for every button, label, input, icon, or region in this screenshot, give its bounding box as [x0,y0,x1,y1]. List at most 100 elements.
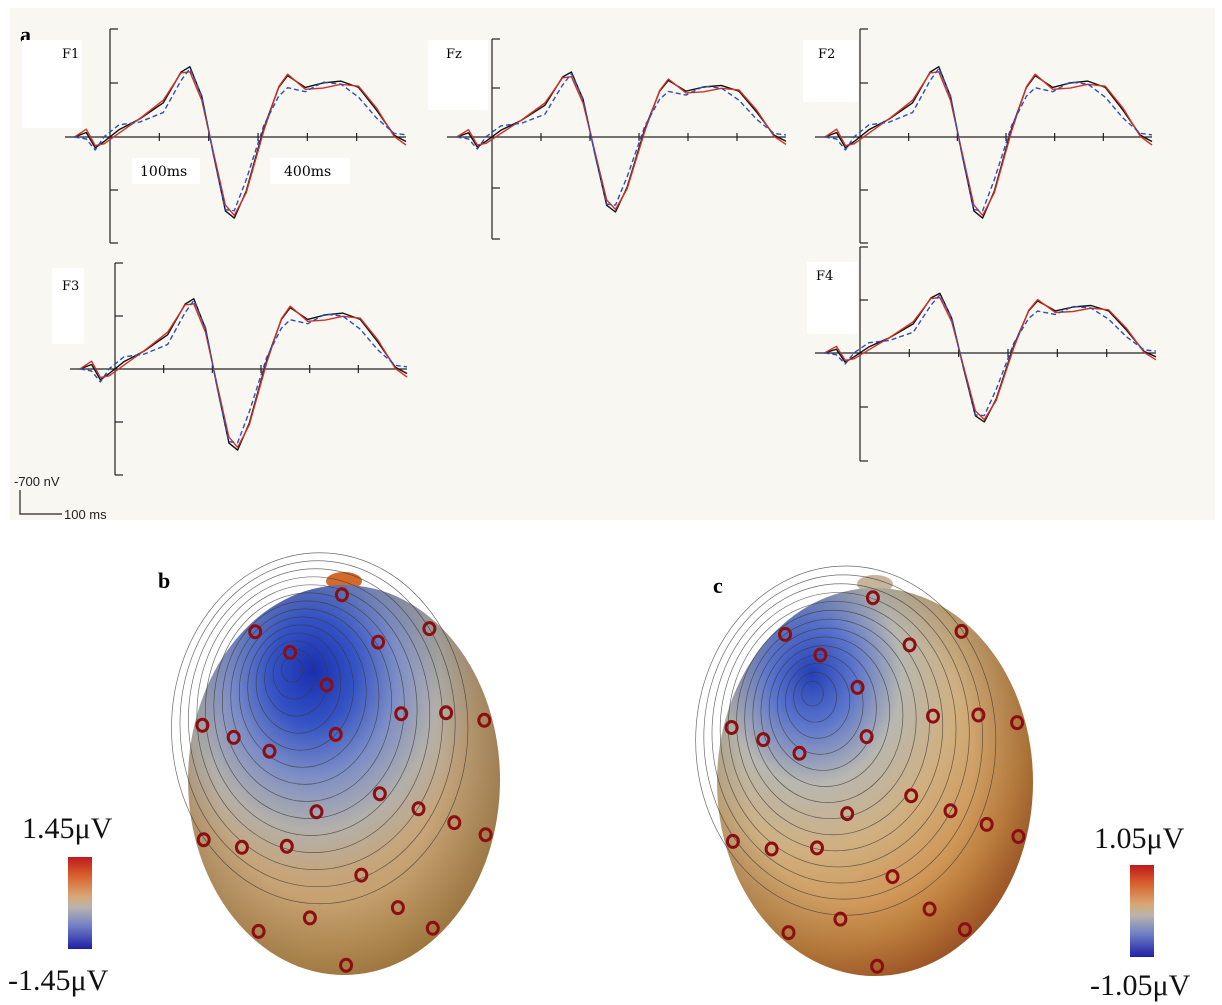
electrode-marker [833,911,848,927]
electrode-marker [971,707,986,723]
erp-panel-background [10,8,1215,520]
electrode-marker [196,832,211,848]
contour-line [719,592,957,868]
channel-label-f1: F1 [62,47,79,62]
electrode-marker [792,745,807,761]
scale-time-label: 100 ms [64,507,107,522]
electrode-marker [319,677,334,693]
electrode-marker [850,679,865,695]
time-label-400ms: 400ms [284,164,331,180]
erp-trace-red [74,71,407,216]
contour-line [171,552,469,905]
channel-label-fz: Fz [446,47,462,62]
electrode-marker [234,839,249,855]
electrode-marker [248,624,263,640]
colorbar-b [68,857,92,949]
erp-trace-red [456,76,787,211]
erp-trace-black [824,66,1153,219]
erp-trace-blue [74,67,407,212]
colorbar-c [1130,865,1154,957]
contour-line [793,671,837,723]
scale-amplitude-label: -700 nV [14,474,60,489]
electrode-marker [394,706,409,722]
erp-trace-black [74,66,407,219]
electrode-marker [840,806,855,822]
erp-trace-blue [824,67,1153,212]
erp-trace-black [456,71,787,213]
erp-plots [65,28,1157,476]
panel-letter-c: c [713,573,723,598]
electrodes-b [195,587,493,973]
contour-line [238,616,367,768]
electrode-marker [957,922,972,938]
electrode-marker [865,590,880,606]
electrode-marker [943,803,958,819]
electrode-marker [372,786,387,802]
electrode-marker [477,712,492,728]
contour-line [196,576,431,853]
erp-plot-f3 [70,262,408,476]
contour-lines-b [171,552,469,905]
erp-trace-blue [79,299,408,444]
contour-line [785,663,851,739]
electrode-marker [279,838,294,854]
colorbar-b-max-label: 1.45μV [22,812,113,845]
electrode-marker [810,840,824,856]
contour-line [703,574,983,900]
erp-trace-black [824,292,1157,423]
electrode-marker [781,925,796,941]
contour-line [768,645,877,771]
contour-line [255,632,342,734]
colorbar-b-min-label: -1.45μV [8,964,109,997]
erp-plot-f2 [815,28,1153,244]
contour-line [188,568,443,870]
electrode-marker [904,788,919,804]
topomap-b [171,552,500,975]
contour-line [221,600,393,802]
electrode-marker [778,626,793,642]
channel-label-f4: F4 [816,269,833,284]
electrode-marker [309,804,324,820]
electrode-marker [425,920,440,936]
colorbar-c-max-label: 1.05μV [1094,822,1185,855]
electrode-marker [251,923,266,939]
electrode-marker [371,634,386,650]
channel-label-boxes [22,40,858,344]
erp-plot-f4 [815,246,1157,462]
electrode-marker [328,726,343,742]
electrode-marker [1010,715,1025,731]
erp-trace-black [79,298,408,451]
electrode-marker [1011,829,1026,844]
electrode-marker [334,587,349,603]
electrode-marker [764,841,779,857]
erp-trace-red [824,296,1157,421]
electrode-marker [195,717,210,733]
contour-line [230,608,380,785]
electrode-marker [870,958,885,974]
electrode-marker [262,743,277,759]
panel-letter-a: a [20,22,31,47]
channel-label-f2: F2 [818,47,835,62]
colorbar-c-min-label: -1.05μV [1090,969,1191,1002]
electrode-marker [422,621,437,637]
contour-line [760,636,891,787]
electrode-marker [447,815,462,831]
contour-line [744,618,917,820]
contour-line [727,601,944,852]
contour-lines-c [695,565,997,916]
topomap-c [695,565,1033,976]
electrode-marker [724,720,739,735]
electrode-marker [390,900,405,916]
electrode-marker [885,869,900,885]
electrode-marker [954,623,969,639]
electrode-marker [922,901,937,917]
contour-line [776,654,864,755]
time-label-100ms: 100ms [140,164,187,180]
erp-trace-blue [456,73,787,206]
electrode-marker [725,833,740,849]
electrode-marker [756,732,771,748]
contour-line [205,584,418,836]
panel-letter-b: b [158,568,170,593]
electrodes-c [724,590,1026,974]
